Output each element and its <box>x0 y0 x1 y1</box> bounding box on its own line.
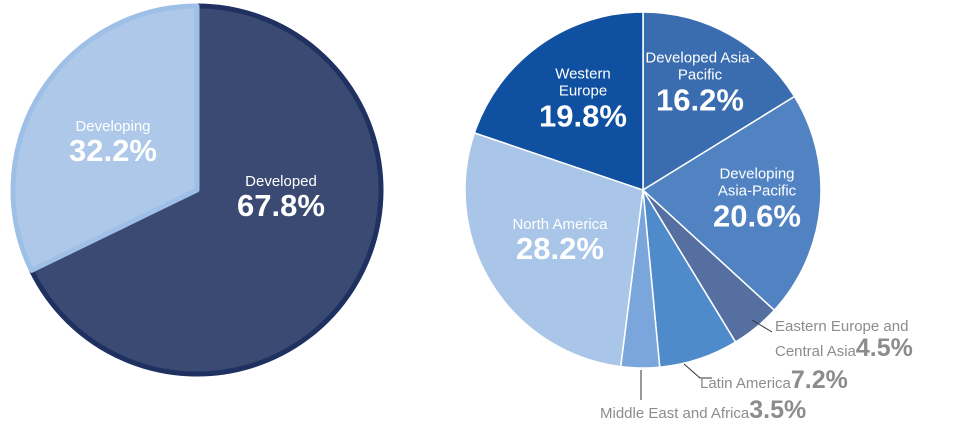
slice-value: 7.2% <box>790 366 848 394</box>
pie-slice <box>10 3 200 273</box>
pie-slice <box>29 3 384 377</box>
pie-slice <box>464 132 644 368</box>
slice-name: Developed Asia-Pacific <box>645 49 755 84</box>
pie-slice <box>642 11 796 191</box>
leader-line <box>751 319 773 333</box>
slice-label: Developing 32.2% <box>69 118 157 166</box>
slice-label: North America 28.2% <box>490 216 630 264</box>
slice-value: 67.8% <box>237 188 325 224</box>
slice-name: Western Europe <box>555 65 611 100</box>
slice-name: Developed <box>245 172 317 190</box>
slice-label: Middle East and Africa3.5% <box>600 398 900 423</box>
slice-name: Latin America <box>700 375 791 392</box>
slice-value: 20.6% <box>713 197 801 233</box>
slice-label: Latin America7.2% <box>700 368 910 393</box>
pie-slice <box>642 95 822 311</box>
slice-value: 16.2% <box>656 81 744 117</box>
slice-label: Developing Asia-Pacific 20.6% <box>702 165 812 231</box>
slice-name: Developing Asia-Pacific <box>717 165 797 200</box>
slice-label: Developed 67.8% <box>237 173 325 221</box>
slice-value: 32.2% <box>69 133 157 169</box>
slice-label: Eastern Europe and Central Asia4.5% <box>775 318 960 362</box>
slice-value: 19.8% <box>539 97 627 133</box>
slice-label: Western Europe 19.8% <box>533 65 633 131</box>
slice-name: Eastern Europe and Central Asia <box>775 318 909 361</box>
leader-line <box>683 363 712 379</box>
slice-name: North America <box>512 215 608 233</box>
slice-name: Developing <box>75 117 151 135</box>
slice-name: Middle East and Africa <box>600 405 750 422</box>
slice-value: 28.2% <box>516 231 604 267</box>
slice-value: 4.5% <box>855 334 913 363</box>
pie-slice <box>473 11 644 191</box>
slice-label: Developed Asia-Pacific 16.2% <box>645 49 755 115</box>
slice-value: 3.5% <box>749 396 807 424</box>
